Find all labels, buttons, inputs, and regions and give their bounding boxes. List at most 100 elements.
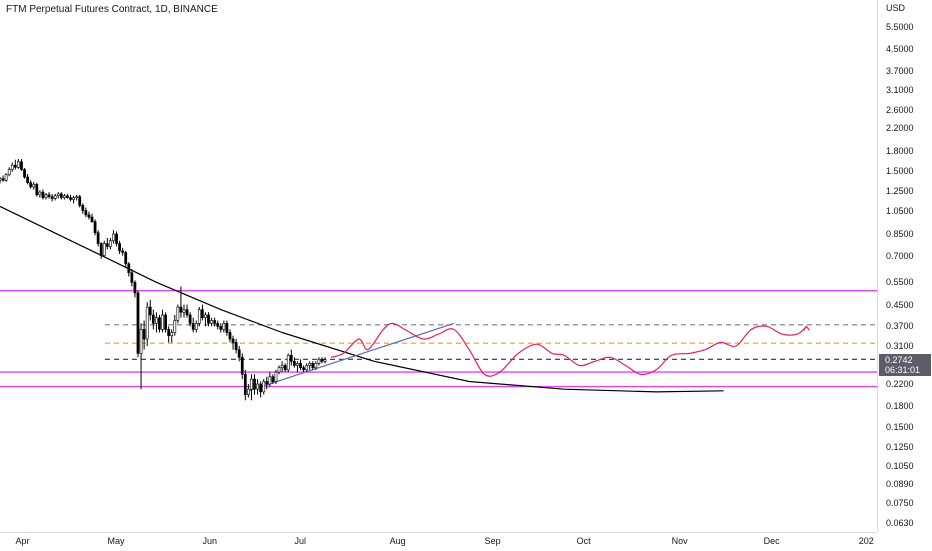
candle-body [292,360,296,366]
candle-body [38,191,42,196]
candle-body [26,176,29,183]
candle-body [118,243,121,252]
time-tick-label: Nov [671,536,688,546]
candle-body [66,195,69,198]
chart-area[interactable]: FTM Perpetual Futures Contract, 1D, BINA… [0,0,877,532]
time-tick-label: Dec [763,536,780,546]
candle-body [289,354,293,362]
candle-body [305,365,309,371]
candle-body [0,178,2,181]
candle-body [253,378,256,390]
time-axis[interactable]: Apr May Jun Jul Aug Sep Oct Nov Dec 202 [0,532,877,551]
price-tick-label: 0.1050 [886,461,914,472]
candle-body [286,354,290,371]
candle-body [127,263,131,273]
candle-body [75,196,79,198]
projection-arrow-icon [802,325,810,331]
candle-body [299,363,302,368]
candle-body [216,323,220,327]
price-tick-label: 0.0630 [886,517,914,528]
price-tick-label: 0.1250 [886,441,914,452]
candle-body [323,359,327,362]
candle-body [176,306,180,321]
candle-body [247,388,250,395]
candle-body [155,317,158,324]
candle-body [1,178,5,181]
candle-body [268,376,272,385]
time-tick-label: May [107,536,125,546]
candle-body [4,174,8,181]
candle-body [93,221,97,234]
candle-body [320,358,324,362]
time-tick-label: 202 [858,536,874,546]
candle-body [201,309,204,318]
candle-body [213,320,217,324]
candle-body [17,161,20,168]
candle-body [10,164,14,170]
candle-body [240,356,244,375]
candle-body [32,184,36,188]
candle-body [170,332,174,337]
price-tick-label: 0.3700 [886,321,914,332]
price-tick-label: 1.0500 [886,205,914,216]
price-tick-label: 3.1000 [886,85,914,96]
candle-body [115,233,118,244]
price-tick-label: 0.0750 [886,498,914,509]
candle-body [102,243,106,256]
candle-body [188,314,192,324]
candle-body [121,250,125,253]
candle-body [44,194,48,198]
candle-body [271,376,275,382]
candle-body [191,323,195,330]
candle-body [243,374,247,395]
candle-body [296,363,299,366]
candle-body [182,309,186,313]
candle-body [29,182,33,188]
candle-body [262,381,266,393]
candle-body [204,314,207,318]
price-axis[interactable]: USD 5.5000 4.5000 3.7000 3.1000 2.6000 2.2000… [877,0,932,532]
candle-body [13,164,17,168]
candle-body [69,197,72,200]
price-tick-label: 1.5000 [886,165,914,176]
price-tick-label: 4.5000 [886,44,914,55]
time-tick-label: Jul [294,536,307,546]
candle-body [308,363,312,366]
trendline-blue [245,322,454,393]
candle-body [228,332,232,340]
candle-body [222,323,226,330]
candle-body [231,338,235,343]
candle-body [109,240,112,247]
price-tick-label: 0.5500 [886,277,914,288]
candle-body [179,306,183,313]
candle-body [130,272,134,283]
candle-body [90,216,94,222]
last-price-value: 0.2742 [885,354,913,365]
chart-title: FTM Perpetual Futures Contract, 1D, BINA… [6,4,218,15]
price-tick-label: 1.8000 [886,145,914,156]
candle-body [63,195,66,198]
candle-body [317,358,321,364]
candle-body [84,210,88,216]
price-tick-label: 2.6000 [886,104,914,115]
time-tick-label: Aug [389,536,406,546]
candle-body [194,323,198,330]
price-tick-label: 5.5000 [886,21,914,32]
price-tick-label: 0.7000 [886,250,914,261]
candle-body [72,197,75,200]
candle-body [280,365,284,368]
candle-body [78,196,82,206]
candle-body [136,292,140,354]
candle-body [35,184,39,196]
time-tick-label: Sep [484,536,501,546]
candle-body [225,323,229,333]
price-tick-label: 0.4500 [886,299,914,310]
last-price-badge: 0.2742 06:31:01 [879,353,931,376]
price-tick-label: 1.2500 [886,186,914,197]
candle-body [164,314,167,330]
candle-body [47,194,51,197]
candle-body [167,329,171,337]
price-tick-label: 0.0890 [886,479,914,490]
candle-body [53,195,57,199]
price-chart[interactable] [0,0,877,532]
